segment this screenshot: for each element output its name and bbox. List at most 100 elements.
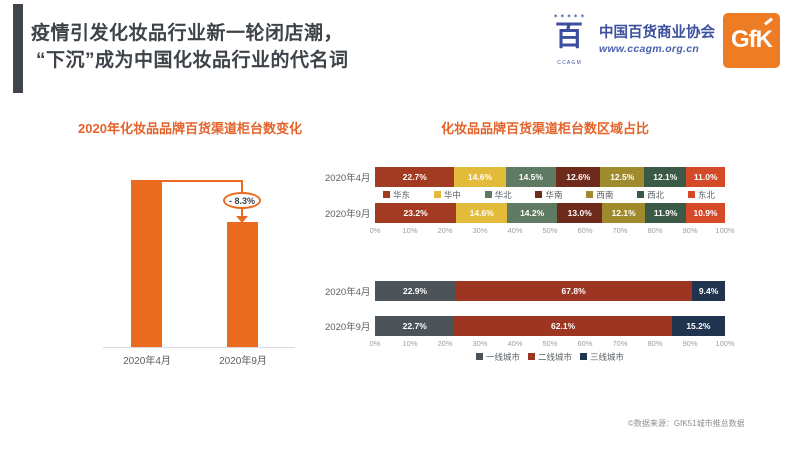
legend-swatch-icon	[383, 191, 390, 198]
legend-label: 二线城市	[537, 351, 572, 362]
legend-item: 东北	[687, 189, 715, 201]
legend-item: 华中	[433, 189, 461, 201]
stacked-bar-row: 2020年9月 23.2% 14.6% 14.2% 13.0% 12.1% 11.9% 10.…	[325, 202, 725, 223]
bar-2020-09	[227, 222, 258, 347]
left-chart-title: 2020年化妆品品牌百货渠道柜台数变化	[78, 121, 302, 136]
change-annotation: - 8.3%	[223, 192, 261, 209]
axis-tick-label: 90%	[682, 339, 698, 348]
axis-tick-label: 40%	[507, 339, 523, 348]
legend-item: 三线城市	[580, 351, 624, 363]
legend-label: 华北	[494, 189, 512, 200]
axis-tick-label: 70%	[612, 226, 628, 235]
ccagm-url: www.ccagm.org.cn	[599, 42, 700, 55]
axis-tick-label: 10%	[402, 339, 418, 348]
legend-swatch-icon	[484, 191, 492, 198]
ccagm-name: 中国百货商业协会	[599, 25, 715, 42]
legend-label: 东北	[697, 189, 715, 200]
legend-item: 西南	[586, 189, 613, 201]
legend: 一线城市 二线城市 三线城市	[325, 349, 725, 364]
bar-segment-华中: 14.6%	[454, 166, 506, 187]
legend-label: 一线城市	[485, 351, 520, 362]
axis-tick-label: 30%	[472, 226, 488, 235]
connector-line-v	[241, 180, 243, 193]
page-title: 疫情引发化妆品行业新一轮闭店潮， “下沉”成为中国化妆品行业的代名词	[31, 21, 349, 74]
bar-segment-华南: 12.6%	[556, 166, 601, 187]
bar-segment-一线城市: 22.7%	[375, 315, 455, 336]
x-axis-line	[103, 347, 295, 348]
x-category-2: 2020年9月	[219, 356, 267, 367]
bar-segment-西南: 12.1%	[602, 202, 645, 223]
bar-segment-华东: 22.7%	[375, 166, 455, 187]
x-category-1: 2020年4月	[123, 356, 171, 367]
stacked-bar: 22.9% 67.8% 9.4%	[375, 280, 725, 301]
axis-tick-label: 80%	[647, 226, 663, 235]
bar-segment-西北: 12.1%	[644, 166, 687, 187]
stacked-bar: 23.2% 14.6% 14.2% 13.0% 12.1% 11.9% 10.9%	[375, 202, 725, 223]
bar-segment-华南: 13.0%	[556, 202, 603, 223]
legend-label: 华东	[393, 189, 411, 200]
axis-tick-label: 50%	[542, 226, 558, 235]
bar-segment-华北: 14.2%	[507, 202, 557, 223]
row-label: 2020年9月	[325, 321, 371, 333]
stacked-bar-row: 2020年4月 22.9% 67.8% 9.4%	[325, 280, 725, 301]
legend-item: 二线城市	[527, 351, 572, 363]
title-accent-bar	[13, 4, 23, 93]
axis-tick-label: 0%	[369, 339, 381, 348]
axis-tick-label: 100%	[715, 226, 735, 235]
axis-tick-label: 70%	[612, 339, 628, 348]
arrow-line	[241, 209, 243, 217]
city-stacked-chart: 2020年4月 22.9% 67.8% 9.4% 2020年9月 22.7% 62.1% 15…	[325, 280, 735, 364]
legend-item: 华北	[484, 189, 512, 201]
data-source-note: ©数据来源：GfK51城市推总数据	[628, 419, 745, 428]
axis-tick-label: 60%	[577, 226, 593, 235]
legend-label: 西南	[596, 189, 614, 200]
legend-swatch-icon	[687, 191, 695, 198]
axis-tick-label: 30%	[472, 339, 488, 348]
legend-swatch-icon	[586, 191, 594, 198]
bar-segment-华北: 14.5%	[505, 166, 557, 187]
axis-tick-label: 40%	[507, 226, 523, 235]
bar-segment-东北: 10.9%	[686, 202, 725, 223]
legend-swatch-icon	[433, 191, 441, 198]
ccagm-emblem-char: 百	[554, 21, 583, 52]
bar-segment-二线城市: 62.1%	[454, 315, 672, 336]
region-stacked-chart: 2020年4月 22.7% 14.6% 14.5% 12.6% 12.5% 12.1% 11.…	[325, 166, 735, 236]
logo-group: 百 中国百货商业协会 www.ccagm.org.cn GfK	[544, 12, 780, 68]
axis-tick-label: 20%	[437, 226, 453, 235]
legend-swatch-icon	[527, 353, 535, 360]
bar-segment-三线城市: 15.2%	[671, 315, 725, 336]
axis-tick-label: 20%	[437, 339, 453, 348]
legend-item: 一线城市	[475, 351, 520, 363]
row-label: 2020年4月	[325, 172, 371, 184]
ccagm-text: 中国百货商业协会 www.ccagm.org.cn	[599, 24, 715, 55]
stacked-bar: 22.7% 62.1% 15.2%	[375, 315, 725, 336]
legend-label: 三线城市	[590, 351, 625, 362]
axis-tick-label: 10%	[402, 226, 418, 235]
bar-segment-华东: 23.2%	[375, 202, 457, 223]
title-line-2: “下沉”成为中国化妆品行业的代名词	[36, 49, 349, 71]
legend-swatch-icon	[637, 191, 645, 198]
legend-label: 华中	[443, 189, 461, 200]
legend-item: 华南	[535, 189, 563, 201]
bar-segment-华中: 14.6%	[456, 202, 508, 223]
axis-tick-label: 100%	[715, 339, 735, 348]
axis-tick-label: 90%	[682, 226, 698, 235]
bar-segment-西北: 11.9%	[644, 202, 687, 223]
bar-segment-西南: 12.5%	[600, 166, 645, 187]
row-label: 2020年9月	[325, 208, 371, 220]
axis-tick-label: 60%	[577, 339, 593, 348]
bar-segment-东北: 11.0%	[686, 166, 725, 187]
connector-line-h	[162, 180, 243, 182]
legend: 华东 华中 华北 华南 西南 西北 东北	[325, 187, 725, 202]
stacked-bar-row: 2020年4月 22.7% 14.6% 14.5% 12.6% 12.5% 12.1% 11.…	[325, 166, 725, 187]
arrow-down-icon	[236, 216, 248, 223]
ccagm-logo: 百 中国百货商业协会 www.ccagm.org.cn	[544, 12, 715, 68]
x-axis: 0% 10% 20% 30% 40% 50% 60% 70% 80% 90% 100%	[370, 336, 735, 349]
ccagm-emblem-icon: 百	[544, 12, 594, 68]
bar-segment-二线城市: 67.8%	[455, 280, 693, 301]
legend-item: 西北	[637, 189, 664, 201]
bar-segment-三线城市: 9.4%	[692, 280, 725, 301]
legend-label: 西北	[647, 189, 665, 200]
bar-2020-04	[131, 180, 162, 347]
